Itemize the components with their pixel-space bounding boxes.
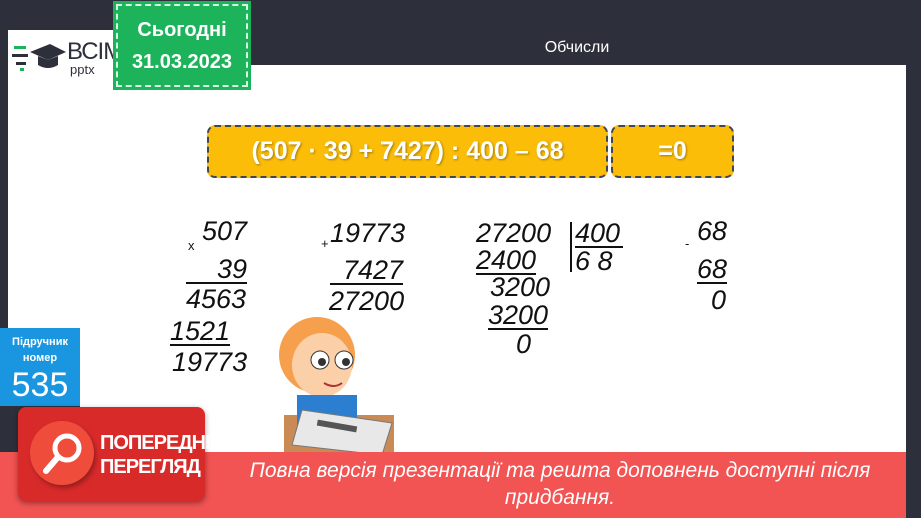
right-strip (906, 0, 921, 518)
plus-sign: + (321, 236, 329, 251)
div-divisor: 400 (575, 220, 624, 248)
sub-b: 68 (697, 254, 728, 284)
left-strip (0, 0, 8, 518)
div-s2: 3200 (488, 300, 549, 330)
mult-result: 19773 (172, 347, 248, 377)
answer-box: =0 (611, 125, 734, 178)
textbook-number: 535 (11, 366, 69, 404)
logo-brand: ВСІМ (67, 38, 123, 65)
mult-p1: 4563 (186, 284, 247, 314)
preview-badge-text: ПОПЕРЕДНІЙ ПЕРЕГЛЯД (100, 432, 224, 478)
div-quotient: 6 8 (575, 246, 613, 276)
add-result: 27200 (329, 286, 405, 316)
div-dividend: 27200 (476, 218, 552, 248)
multiply-sign: x (188, 238, 195, 253)
mult-p2: 1521 (170, 316, 231, 346)
div-r1: 3200 (490, 272, 551, 302)
date-value: 31.03.2023 (131, 51, 233, 73)
magnifier-icon (30, 421, 94, 485)
date-label: Сьогодні (137, 19, 227, 41)
division-bar (570, 222, 572, 272)
logo: ВСІМ pptx (12, 38, 123, 78)
graduation-cap-icon (12, 44, 66, 71)
textbook-number-panel: Підручник номер 535 (0, 328, 80, 406)
add-b: 7427 (330, 257, 404, 285)
student-illustration (279, 317, 394, 505)
expression-box: (507 · 39 + 7427) : 400 – 68 (207, 125, 608, 178)
div-remainder: 0 (516, 329, 532, 359)
logo-sub: pptx (70, 62, 95, 77)
preview-message: Повна версія презентації та решта доповн… (249, 459, 871, 509)
mult-a: 507 (202, 216, 248, 246)
slide-title: Обчисли (248, 30, 906, 65)
textbook-label: Підручник номер (12, 336, 68, 364)
preview-badge[interactable]: ПОПЕРЕДНІЙ ПЕРЕГЛЯД (18, 407, 224, 501)
add-a: 19773 (330, 218, 406, 248)
mult-b: 39 (186, 256, 248, 284)
sub-a: 68 (697, 216, 728, 246)
minus-sign: - (685, 236, 690, 251)
sub-result: 0 (711, 285, 727, 315)
div-s1: 2400 (476, 245, 537, 275)
date-badge: Сьогодні 31.03.2023 (113, 1, 251, 90)
